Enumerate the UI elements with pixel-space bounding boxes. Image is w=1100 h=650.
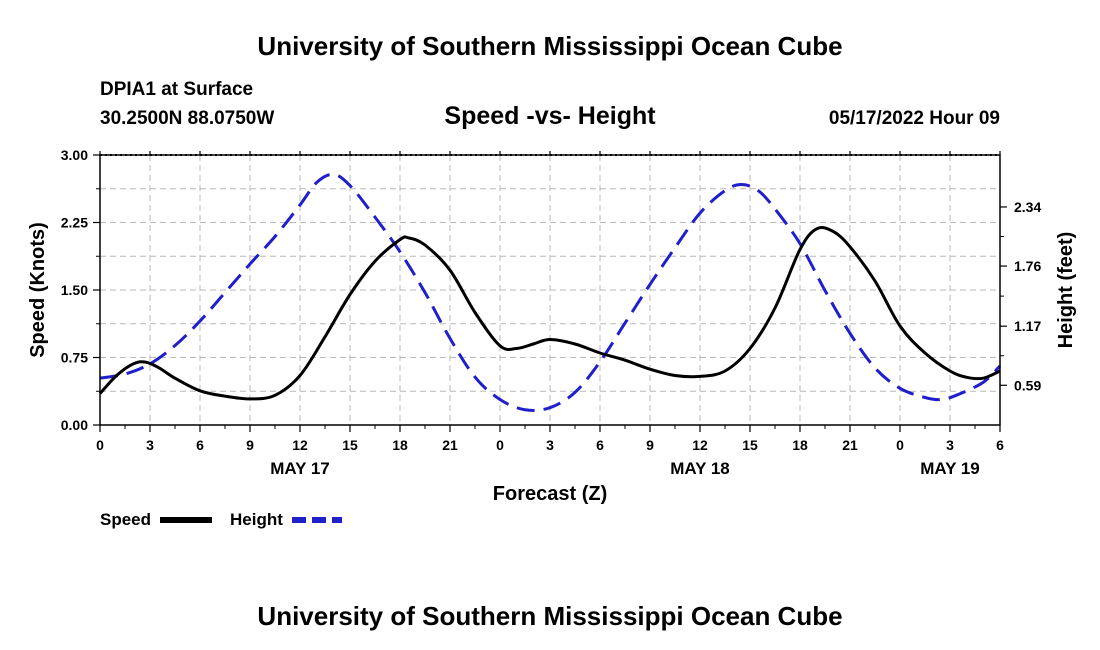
y-tick-label: 0.75 — [61, 350, 88, 366]
legend-label-height: Height — [230, 510, 283, 529]
grid — [100, 154, 1000, 425]
x-tick-label: 21 — [842, 437, 858, 453]
y-axis-label: Speed (Knots) — [27, 222, 49, 358]
x-tick-label: 6 — [196, 437, 204, 453]
y-tick-label: 0.00 — [61, 417, 88, 433]
x-tick-label: 15 — [342, 437, 358, 453]
x-tick-label: 18 — [392, 437, 408, 453]
series-line-height — [99, 172, 1002, 412]
footer-title: University of Southern Mississippi Ocean… — [257, 601, 842, 631]
station-coords: 30.2500N 88.0750W — [100, 108, 274, 129]
y2-tick-label: 2.34 — [1014, 199, 1041, 215]
day-label: MAY 17 — [270, 459, 330, 478]
x-tick-label: 12 — [692, 437, 708, 453]
x-tick-label: 18 — [792, 437, 808, 453]
x-tick-label: 9 — [246, 437, 254, 453]
series-group — [98, 172, 1002, 412]
x-tick-label: 3 — [146, 437, 154, 453]
series-line-speed — [98, 226, 1001, 401]
ticks-group: 0 3 6 9 12 15 18 21 0 3 6 9 12 15 18 21 0 3 6 0.00 0.75 1.50 2… — [61, 147, 1042, 478]
y2-axis-label: Height (feet) — [1055, 232, 1077, 349]
station-name: DPIA1 at Surface — [100, 79, 253, 100]
x-tick-label: 0 — [896, 437, 904, 453]
y-tick-label: 1.50 — [61, 282, 88, 298]
y-tick-label: 2.25 — [61, 215, 88, 231]
x-tick-label: 3 — [546, 437, 554, 453]
y2-tick-label: 1.17 — [1014, 318, 1041, 334]
x-tick-label: 12 — [292, 437, 308, 453]
chart-title: Speed -vs- Height — [444, 102, 656, 130]
legend-label-speed: Speed — [100, 510, 151, 529]
x-axis-label: Forecast (Z) — [493, 483, 607, 505]
x-tick-label: 0 — [96, 437, 104, 453]
main-title: University of Southern Mississippi Ocean… — [257, 31, 842, 61]
x-tick-label: 0 — [496, 437, 504, 453]
x-tick-label: 3 — [946, 437, 954, 453]
forecast-datetime: 05/17/2022 Hour 09 — [829, 108, 1000, 129]
y2-tick-label: 0.59 — [1014, 377, 1041, 393]
x-tick-label: 21 — [442, 437, 458, 453]
x-tick-label: 6 — [996, 437, 1004, 453]
x-tick-label: 6 — [596, 437, 604, 453]
y-tick-label: 3.00 — [61, 147, 88, 163]
x-tick-label: 15 — [742, 437, 758, 453]
x-tick-label: 9 — [646, 437, 654, 453]
day-label: MAY 18 — [670, 459, 730, 478]
y2-tick-label: 1.76 — [1014, 258, 1041, 274]
legend: Speed Height — [100, 510, 342, 529]
day-label: MAY 19 — [920, 459, 980, 478]
